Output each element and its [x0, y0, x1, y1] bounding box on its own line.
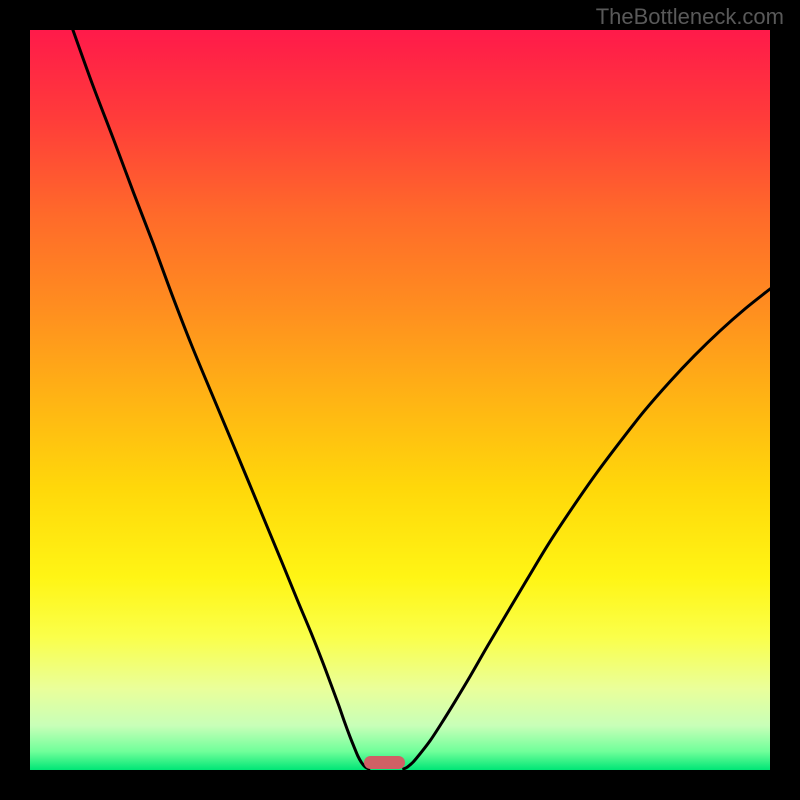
- bottleneck-curve-left: [73, 30, 369, 769]
- chart-container: TheBottleneck.com: [0, 0, 800, 800]
- bottleneck-curve-right: [404, 289, 770, 769]
- plot-area: [30, 30, 770, 770]
- watermark-label: TheBottleneck.com: [596, 4, 784, 30]
- curve-layer: [30, 30, 770, 770]
- bottleneck-marker: [364, 756, 405, 769]
